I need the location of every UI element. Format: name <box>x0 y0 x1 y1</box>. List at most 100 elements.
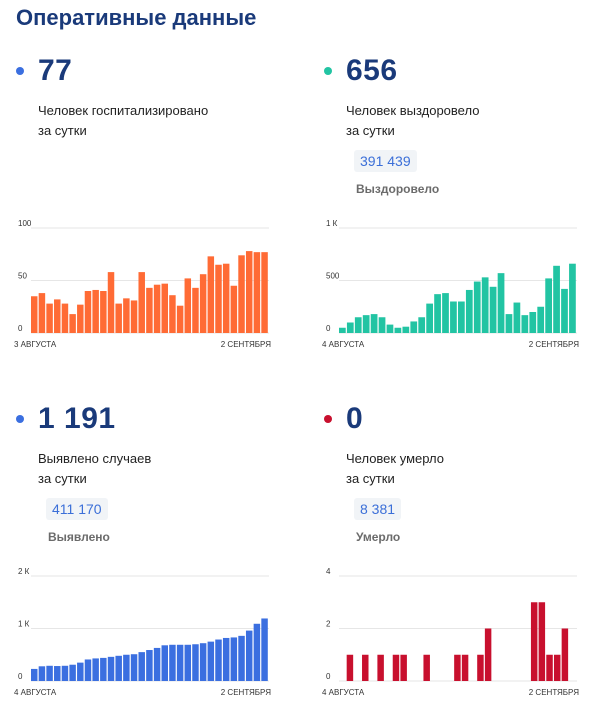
bar <box>238 255 245 333</box>
bar <box>31 296 38 333</box>
bar <box>377 654 384 681</box>
deaths-desc-line2: за сутки <box>346 471 395 486</box>
deaths-total-label: Умерло <box>356 530 401 544</box>
bar <box>450 301 457 333</box>
bar <box>513 302 521 333</box>
bar <box>569 263 576 333</box>
x-start-label: 3 АВГУСТА <box>14 340 57 349</box>
bar <box>538 602 546 681</box>
x-end-label: 2 СЕНТЯБРЯ <box>529 340 579 349</box>
deaths-desc-line1: Человек умерло <box>346 451 444 466</box>
hospitalized-desc-line2: за сутки <box>38 123 87 138</box>
y-tick-label: 0 <box>326 324 331 333</box>
bar <box>207 641 215 682</box>
y-tick-label: 0 <box>18 324 23 333</box>
bar <box>481 277 489 333</box>
bar <box>61 303 69 333</box>
bar <box>138 272 145 333</box>
bar <box>130 300 138 333</box>
bar <box>410 321 418 333</box>
bar <box>553 265 560 333</box>
bar <box>426 303 433 333</box>
bar <box>199 274 207 333</box>
bar <box>362 654 369 681</box>
bar <box>176 644 184 681</box>
bar <box>54 299 61 333</box>
y-tick-label: 2 К <box>18 567 30 576</box>
bar <box>458 301 465 333</box>
bar <box>529 312 537 333</box>
bar <box>31 668 38 681</box>
bar <box>77 662 84 682</box>
bar <box>418 317 426 333</box>
bar <box>184 278 192 333</box>
bar <box>505 314 513 333</box>
bar <box>392 654 400 681</box>
bar <box>362 315 370 333</box>
bar <box>238 635 245 681</box>
bar <box>100 657 107 681</box>
bar <box>477 654 484 681</box>
bar <box>253 623 261 681</box>
bar <box>370 314 378 333</box>
bar <box>169 295 176 333</box>
bar <box>222 263 230 333</box>
x-end-label: 2 СЕНТЯБРЯ <box>221 340 271 349</box>
bar <box>61 665 69 681</box>
bar <box>84 291 92 333</box>
bar <box>146 650 153 681</box>
bar <box>38 666 46 681</box>
bar <box>473 281 481 333</box>
bar <box>161 645 168 681</box>
cases-chart: 0 1 К 2 К 4 АВГУСТА 2 СЕНТЯБРЯ <box>14 567 271 697</box>
cases-total: 411 170 <box>46 498 108 520</box>
panel-deaths: 0 Человек умерло за сутки 8 381 Умерло 0… <box>322 348 603 697</box>
recovered-value: 656 <box>346 54 398 87</box>
bar <box>199 643 207 681</box>
cases-desc-line1: Выявлено случаев <box>38 451 152 466</box>
bar <box>153 647 161 681</box>
recovered-total: 391 439 <box>354 150 417 172</box>
panel-dot <box>16 67 24 75</box>
y-tick-label: 1 К <box>18 620 30 629</box>
bar <box>54 666 61 681</box>
bar <box>423 654 430 681</box>
bar <box>77 304 84 333</box>
x-start-label: 4 АВГУСТА <box>322 688 365 697</box>
bar <box>69 664 76 681</box>
bar <box>146 287 153 333</box>
bar <box>354 317 362 333</box>
panel-dot <box>324 67 332 75</box>
bar <box>115 655 122 681</box>
y-tick-label: 0 <box>18 672 23 681</box>
bar <box>138 652 145 682</box>
bar <box>346 654 354 681</box>
bar <box>123 298 130 333</box>
bar <box>386 324 394 333</box>
y-tick-label: 4 <box>326 567 331 576</box>
panel-recovered: 656 Человек выздоровело за сутки 391 439… <box>322 0 603 349</box>
hospitalized-value: 77 <box>38 54 73 87</box>
bar <box>222 637 230 681</box>
bar <box>46 665 53 681</box>
bar <box>115 303 122 333</box>
x-end-label: 2 СЕНТЯБРЯ <box>529 688 579 697</box>
bar <box>561 628 569 681</box>
bar <box>84 659 92 681</box>
cases-desc-line2: за сутки <box>38 471 87 486</box>
bar <box>184 644 192 681</box>
bar <box>346 322 354 333</box>
bar <box>100 291 107 333</box>
bar <box>38 293 46 333</box>
bar <box>537 306 545 333</box>
bar <box>484 628 492 681</box>
deaths-total: 8 381 <box>354 498 402 520</box>
bar <box>215 639 222 681</box>
bar <box>339 327 346 333</box>
bar <box>497 273 505 333</box>
recovered-desc-line2: за сутки <box>346 123 395 138</box>
bar <box>530 602 538 681</box>
bar <box>545 278 552 333</box>
bar <box>261 618 268 681</box>
x-start-label: 4 АВГУСТА <box>14 688 57 697</box>
